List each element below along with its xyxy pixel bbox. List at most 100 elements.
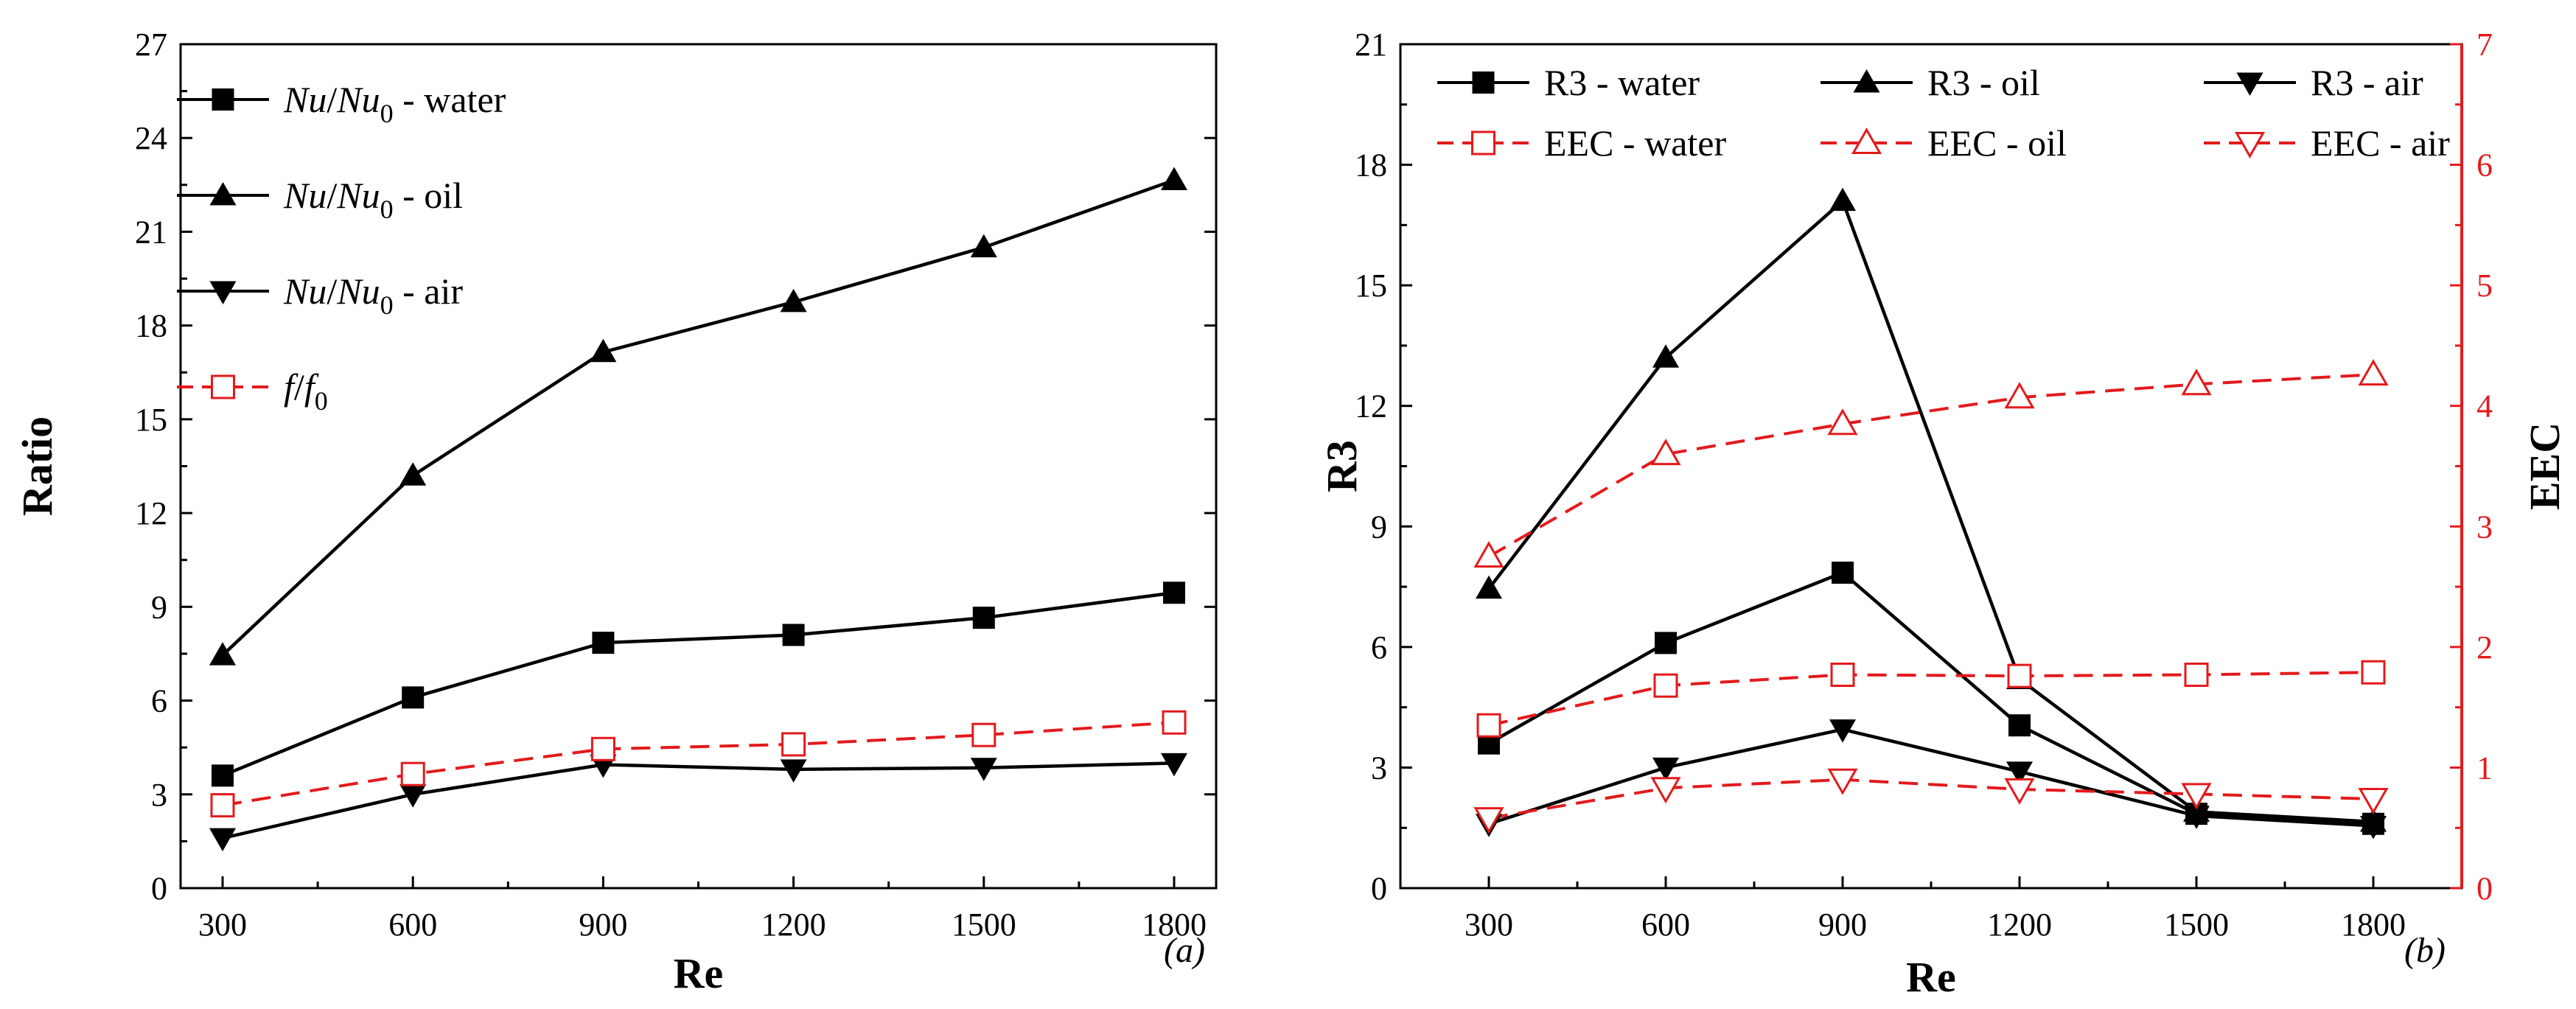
panel-b-data-point-eec-air: [2181, 783, 2212, 810]
panel-a-data-point-nu-nu0-air: [780, 759, 807, 783]
panel-b-data-point-eec-water: [2361, 660, 2386, 685]
panel-a-x-tick-label: 900: [579, 907, 627, 943]
panel-a-y-tick-label: 0: [151, 870, 167, 907]
panel-a-data-point-nu-nu0-oil: [590, 338, 617, 363]
panel-b-y2-tick-label: 6: [2476, 147, 2493, 184]
panel-a-x-tick-label: 1800: [1142, 907, 1207, 943]
panel-a-data-point-f-f0: [1162, 710, 1187, 735]
panel-a-y-axis-title: Ratio: [13, 416, 61, 516]
panel-b-data-point-eec-air: [1650, 777, 1681, 804]
panel-b-x-tick-label: 1200: [1987, 907, 2052, 943]
panel-b-legend-marker-r3-water: [1472, 71, 1495, 94]
panel-a-legend-label-nu-nu0-air: Nu/Nu0 - air: [283, 270, 463, 320]
panel-b-y2-tick-label: 1: [2476, 750, 2493, 786]
panel-b-legend-marker-eec-air: [2234, 132, 2266, 159]
panel-b-data-point-r3-air: [1829, 719, 1856, 743]
panel-b-y2-axis-title: EEC: [2521, 422, 2569, 510]
panel-b-legend-label-eec-oil: EEC - oil: [1927, 122, 2067, 164]
panel-b-series-line-eec-air: [1488, 778, 2374, 820]
panel-a-data-point-nu-nu0-air: [209, 828, 236, 852]
panel-a-data-point-nu-nu0-air: [399, 784, 427, 808]
panel-b-series-line-r3-air: [1488, 727, 2374, 828]
panel-b-x-axis-title: Re: [1906, 953, 1956, 1001]
panel-a-y-tick-label: 6: [151, 683, 167, 719]
panel-b-y-tick-label: 6: [1371, 629, 1387, 666]
panel-a-series-line-f-f0: [222, 721, 1175, 807]
panel-a-legend-marker-nu-nu0-oil: [209, 182, 237, 206]
panel-b-data-point-eec-water: [2184, 662, 2209, 687]
panel-a-legend-label-nu-nu0-oil: Nu/Nu0 - oil: [283, 175, 463, 224]
panel-b-y2-tick-label: 3: [2476, 509, 2493, 545]
panel-b-y-tick-label: 21: [1355, 27, 1387, 63]
panel-b-data-point-r3-water: [1832, 561, 1854, 584]
panel-b-data-point-eec-oil: [2004, 382, 2035, 409]
panel-a-x-tick-label: 600: [388, 907, 437, 943]
panel-b-series-line-eec-water: [1488, 671, 2374, 727]
panel-a-x-tick-label: 1500: [952, 907, 1016, 943]
panel-a-data-point-nu-nu0-oil: [209, 642, 236, 666]
panel-a-data-point-f-f0: [590, 736, 615, 761]
panel-b-data-point-r3-oil: [1829, 187, 1856, 212]
panel-b-data-point-r3-water: [2008, 714, 2031, 737]
panel-b-legend: R3 - water R3 - oil R3 - air EEC - water EEC…: [1437, 62, 2450, 164]
panel-b-data-point-eec-water: [2007, 663, 2032, 688]
panel-b-data-point-eec-air: [1827, 768, 1858, 795]
panel-a-data-point-nu-nu0-water: [1163, 582, 1185, 604]
panel-b-data-point-eec-water: [1476, 713, 1501, 738]
panel-b-series-line-eec-oil: [1487, 373, 2374, 558]
panel-a-data-point-nu-nu0-water: [782, 624, 805, 646]
panel-b-legend-marker-eec-water: [1471, 130, 1495, 156]
panel-a-data-point-f-f0: [971, 722, 996, 747]
panel-a-data-point-nu-nu0-air: [970, 758, 997, 781]
panel-a-legend: Nu/Nu0 - water Nu/Nu0 - oil Nu/Nu0 - air f/…: [177, 79, 506, 416]
panel-b-data-point-eec-air: [1473, 807, 1504, 834]
panel-b-data-point-eec-water: [1653, 673, 1678, 698]
panel-b-legend-label-r3-air: R3 - air: [2311, 62, 2423, 103]
panel-b-y-tick-label: 0: [1371, 870, 1387, 907]
panel-a-data-point-nu-nu0-water: [972, 607, 995, 629]
panel-a-x-tick-label: 1200: [761, 907, 826, 943]
panel-a-y-tick-label: 18: [135, 308, 167, 344]
panel-b-x-tick-label: 1500: [2164, 907, 2229, 943]
panel-a-y-tick-label: 3: [151, 777, 167, 813]
panel-a-data-point-nu-nu0-water: [212, 764, 234, 787]
chart-panel-a: 300 600 900 1200 1500 1800 0 3 6 9 12 15 18 21 24 27 Re R…: [13, 27, 1218, 997]
panel-a-legend-label-f-f0: f/f0: [284, 366, 328, 416]
panel-a-data-point-nu-nu0-water: [592, 632, 615, 654]
panel-a-y-tick-label: 12: [135, 495, 167, 531]
panel-a-y-tick-label: 24: [135, 120, 167, 156]
panel-a-panel-label: (a): [1164, 931, 1205, 970]
panel-a-y-tick-label: 15: [135, 402, 167, 438]
panel-b-x-tick-label: 300: [1465, 907, 1513, 943]
panel-b-y2-tick-label: 5: [2476, 268, 2493, 304]
panel-a-series-line-nu-nu0-oil: [221, 178, 1175, 657]
panel-b-x-tick-label: 600: [1641, 907, 1690, 943]
panel-b-x-tick-label: 900: [1818, 907, 1867, 943]
panel-b-y2-tick-label: 4: [2476, 388, 2493, 425]
panel-a-y-tick-label: 27: [135, 27, 167, 63]
panel-b-y-tick-label: 9: [1371, 509, 1387, 545]
panel-b-data-point-r3-air: [2360, 815, 2387, 839]
panel-a-data-point-nu-nu0-oil: [1161, 167, 1187, 190]
panel-a-data-point-nu-nu0-air: [1161, 753, 1187, 777]
panel-b-legend-label-r3-oil: R3 - oil: [1927, 62, 2040, 103]
panel-b-x-tick-label: 1800: [2341, 907, 2406, 943]
panel-b-data-point-eec-oil: [1827, 408, 1858, 436]
panel-b-series-line-r3-oil: [1487, 198, 2374, 824]
panel-b-legend-marker-eec-oil: [1851, 127, 1882, 154]
panel-b-data-point-r3-air: [2006, 761, 2033, 785]
panel-b-y-tick-label: 15: [1355, 268, 1387, 304]
panel-b-data-point-r3-oil: [1652, 344, 1679, 368]
panel-b-legend-marker-r3-oil: [1853, 69, 1880, 93]
panel-b-data-point-eec-water: [1830, 662, 1855, 687]
panel-b-legend-label-r3-water: R3 - water: [1544, 62, 1700, 103]
panel-a-series-line-nu-nu0-air: [222, 761, 1175, 840]
panel-a-legend-marker-nu-nu0-water: [212, 88, 234, 111]
panel-b-panel-label: (b): [2404, 931, 2446, 970]
panel-a-legend-marker-f-f0: [211, 374, 235, 399]
panel-a-data-point-nu-nu0-water: [402, 686, 425, 709]
panel-b-data-point-eec-oil: [1473, 541, 1504, 568]
panel-b-data-point-r3-air: [2183, 806, 2210, 829]
panel-b-data-point-r3-air: [1652, 757, 1679, 781]
